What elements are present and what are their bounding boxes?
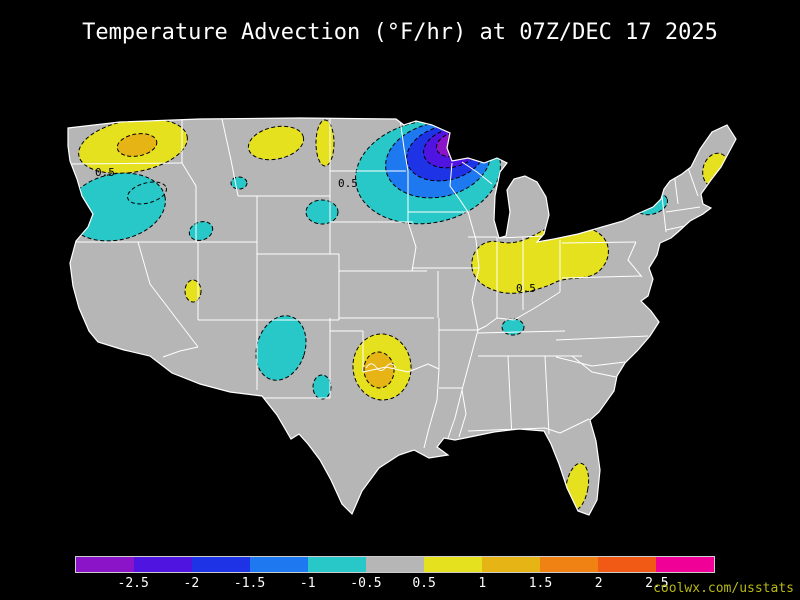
contour-oregon-cool-inner-contour <box>127 181 167 205</box>
state-border-line <box>571 355 617 378</box>
state-borders <box>69 118 701 449</box>
advection-contour-fills <box>68 118 730 512</box>
colorbar-tick-label: 1 <box>478 576 487 591</box>
contour-texas-panhandle-cool <box>312 374 332 400</box>
colorbar: -2.5 -2 -1.5 -1 -0.5 0.5 1 1.5 2 2.5 <box>75 556 715 592</box>
watermark-credit: coolwx.com/usstats <box>653 581 794 596</box>
colorbar-segment <box>540 557 598 572</box>
colorbar-tick-row: -2.5 -2 -1.5 -1 -0.5 0.5 1 1.5 2 2.5 <box>75 576 715 592</box>
state-border-line <box>407 221 417 272</box>
contour-utah-warm-spot <box>184 279 202 303</box>
colorbar-tick-label: 2.5 <box>645 576 669 591</box>
colorbar-segment <box>250 557 308 572</box>
colorbar-tick-label: -2.5 <box>117 576 149 591</box>
state-border-line <box>627 241 643 278</box>
contour-tennessee-cool-spot <box>501 318 525 336</box>
colorbar-tick-label: -2 <box>183 576 200 591</box>
state-border-line <box>162 346 199 358</box>
contour-colorado-new-mexico-cool <box>255 315 307 381</box>
colorbar-tick-label: 0.5 <box>412 576 436 591</box>
contour-label: 0.5 <box>95 166 115 179</box>
state-border-line <box>461 161 493 185</box>
colorbar-tick-label: 2 <box>594 576 603 591</box>
state-border-line <box>555 335 649 341</box>
colorbar-tick-label: -1.5 <box>233 576 266 591</box>
state-border-line <box>423 368 440 449</box>
colorbar-segment <box>134 557 192 572</box>
colorbar-segment <box>598 557 656 572</box>
contour-label: 0.5 <box>338 177 358 190</box>
colorbar-segment <box>366 557 424 572</box>
chart-title: Temperature Advection (°F/hr) at 07Z/DEC… <box>82 20 718 45</box>
colorbar-segment <box>482 557 540 572</box>
contour-label: 0.5 <box>516 282 536 295</box>
state-border-line <box>399 118 409 222</box>
colorbar-segment <box>656 557 714 572</box>
state-border-line <box>561 241 637 244</box>
contour-nevada-idaho-cool-spot <box>188 221 214 241</box>
state-border-line <box>544 355 550 435</box>
state-border-line <box>477 330 566 334</box>
contour-oklahoma-inner-contour <box>365 363 397 371</box>
colorbar-tick-label: -1 <box>299 576 316 591</box>
state-border-line <box>498 235 544 239</box>
state-border-line <box>665 206 701 213</box>
state-border-line <box>555 356 626 367</box>
contour-north-dakota-warm <box>315 119 335 167</box>
colorbar-segment <box>424 557 482 572</box>
contour-washington-warm-core <box>116 133 158 157</box>
colorbar-gradient <box>75 556 715 573</box>
state-border-line <box>221 118 239 197</box>
contour-montana-cool-spot <box>230 176 248 190</box>
colorbar-tick-label: -0.5 <box>350 576 382 591</box>
state-border-line <box>137 241 199 348</box>
contour-montana-dakota-warm <box>247 125 305 161</box>
colorbar-segment <box>76 557 134 572</box>
contour-ohio-valley-warm <box>471 224 609 294</box>
state-border-line <box>181 162 197 242</box>
state-border-line <box>477 291 561 331</box>
colorbar-segment <box>308 557 366 572</box>
state-border-line <box>449 162 469 213</box>
state-border-line <box>507 355 513 439</box>
state-border-line <box>561 275 642 279</box>
state-border-line <box>661 195 667 233</box>
contour-upper-midwest-cool-core <box>447 134 471 148</box>
colorbar-tick-label: 1.5 <box>528 576 553 591</box>
state-border-line <box>467 418 590 434</box>
state-border-line <box>69 162 183 165</box>
colorbar-segment <box>192 557 250 572</box>
state-border-line <box>458 389 467 438</box>
contour-oregon-california-cool <box>68 172 166 242</box>
contour-labels-layer: 0.5 0.5 0.5 <box>95 166 536 295</box>
contour-south-dakota-cool <box>305 199 339 225</box>
state-border-line <box>362 363 440 373</box>
